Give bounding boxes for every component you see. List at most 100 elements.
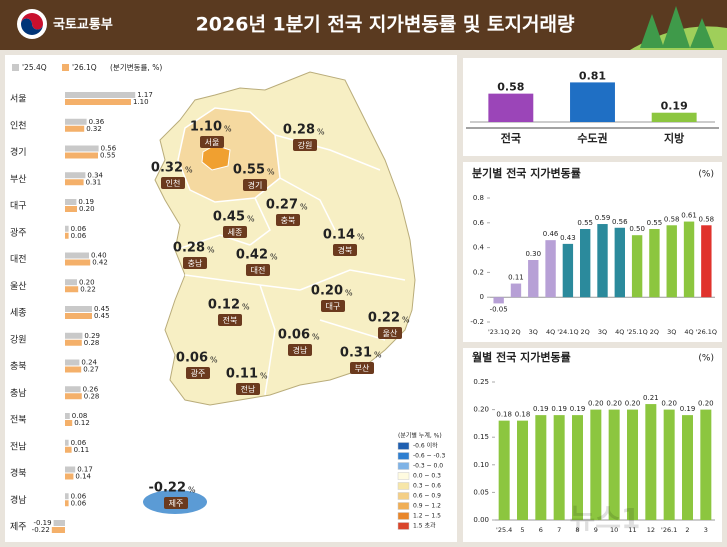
- value-label: 1.17: [137, 91, 153, 99]
- bar: [65, 259, 91, 266]
- category-label: 제주: [10, 522, 27, 533]
- map-value: 0.11: [226, 367, 258, 382]
- map-region: 부산: [355, 363, 370, 373]
- bar: [498, 420, 510, 520]
- map-unit: %: [345, 289, 353, 298]
- y-tick-label: 0.00: [473, 516, 489, 524]
- map-value: 0.14: [323, 228, 355, 243]
- bar: [614, 227, 625, 298]
- x-tick-label: 6: [539, 526, 543, 534]
- bar: [488, 93, 534, 122]
- map-unit: %: [188, 486, 196, 495]
- value-label: 0.61: [681, 212, 697, 220]
- map-unit: %: [300, 203, 308, 212]
- map-badge: [350, 362, 374, 374]
- map-value: 0.42: [236, 248, 268, 263]
- category-label: 충남: [10, 388, 27, 399]
- value-label: 0.56: [101, 145, 117, 153]
- x-tick-label: '25.4: [496, 526, 512, 534]
- map-region: 전북: [223, 315, 238, 325]
- value-label: 0.55: [100, 152, 116, 160]
- value-label: 0.55: [647, 219, 663, 227]
- value-label: 0.24: [81, 359, 97, 367]
- x-tick-label: 2Q: [650, 328, 659, 336]
- y-tick-label: 0.6: [473, 219, 485, 227]
- map-value: 0.22: [368, 311, 400, 326]
- map-badge: [186, 367, 210, 379]
- header-band: [0, 0, 727, 50]
- bar: [608, 409, 620, 520]
- org-name: 국토교통부: [53, 18, 113, 33]
- bar: [65, 172, 86, 179]
- category-label: 전남: [10, 441, 27, 452]
- map-badge: [276, 214, 300, 226]
- map-legend-label: 1.5 초과: [413, 522, 436, 530]
- panel-title: 월별 전국 지가변동률: [472, 350, 571, 364]
- bar: [553, 415, 565, 520]
- map-legend-swatch: [397, 452, 410, 460]
- watermark: 뉴스1: [569, 502, 640, 535]
- map-region: 인천: [166, 178, 181, 188]
- x-tick-label: '26.1Q: [696, 328, 717, 336]
- map-badge: [378, 327, 402, 339]
- map-region: 경북: [338, 245, 353, 255]
- map-legend-label: -0.6 이하: [413, 442, 438, 450]
- legend-swatch: [12, 64, 19, 71]
- map-value: 0.12: [208, 298, 240, 313]
- x-tick-label: 4Q: [684, 328, 693, 336]
- map-badge: [321, 300, 345, 312]
- bar: [65, 152, 98, 159]
- value-label: 0.20: [606, 400, 622, 408]
- x-tick-label: 5: [520, 526, 524, 534]
- bar: [682, 415, 693, 520]
- bar: [651, 112, 697, 122]
- map-legend-label: 0.6 ~ 0.9: [413, 493, 441, 500]
- value-label: 0.14: [75, 473, 91, 481]
- map-value: 0.45: [213, 210, 245, 225]
- bar: [51, 527, 65, 533]
- x-tick-label: '26.1: [661, 526, 677, 534]
- value-label: 0.30: [525, 250, 541, 258]
- y-tick-label: 0.05: [473, 488, 489, 496]
- map-legend-swatch: [397, 442, 410, 450]
- bar: [545, 240, 556, 298]
- map-region: 충북: [281, 216, 296, 225]
- category-label: 광주: [10, 226, 27, 238]
- title: 2026년 1분기 전국 지가변동률 및 토지거래량: [196, 14, 575, 36]
- category-label: 충북: [10, 361, 27, 372]
- map-badge: [223, 226, 247, 238]
- value-label: 0.08: [72, 412, 88, 420]
- map-unit: %: [317, 128, 325, 137]
- bar: [65, 99, 131, 105]
- legend-label: '26.1Q: [72, 63, 97, 72]
- category-label: 강원: [10, 334, 27, 345]
- category-label: 경북: [10, 467, 27, 479]
- bar: [65, 500, 69, 507]
- bar: [580, 229, 591, 298]
- logo-top: [21, 13, 43, 30]
- legend-note: (분기변동률, %): [110, 63, 162, 72]
- bar: [65, 286, 79, 293]
- value-label: 0.36: [89, 118, 105, 126]
- y-tick-label: 0.10: [473, 461, 489, 469]
- x-tick-label: 수도권: [577, 132, 607, 145]
- x-tick-label: 4Q: [546, 328, 555, 336]
- map-value: 0.31: [340, 346, 372, 361]
- value-label: 0.20: [625, 400, 641, 408]
- value-label: 0.17: [77, 466, 93, 474]
- value-label: 0.22: [80, 285, 96, 293]
- map-borders: [174, 134, 406, 396]
- value-label: 0.59: [595, 214, 611, 222]
- value-label: 0.45: [94, 305, 110, 313]
- x-tick-label: 7: [557, 526, 561, 534]
- map-legend-title: (분기별 누계, %): [398, 432, 442, 440]
- map-badge: [218, 314, 242, 326]
- y-tick-label: 0.25: [473, 378, 489, 386]
- value-label: 0.06: [71, 232, 87, 240]
- x-tick-label: 3Q: [598, 328, 607, 336]
- bar: [65, 199, 77, 205]
- map-region: 세종: [228, 228, 243, 237]
- value-label: 0.27: [83, 366, 99, 374]
- value-label: 0.06: [71, 499, 87, 507]
- bar: [65, 225, 69, 232]
